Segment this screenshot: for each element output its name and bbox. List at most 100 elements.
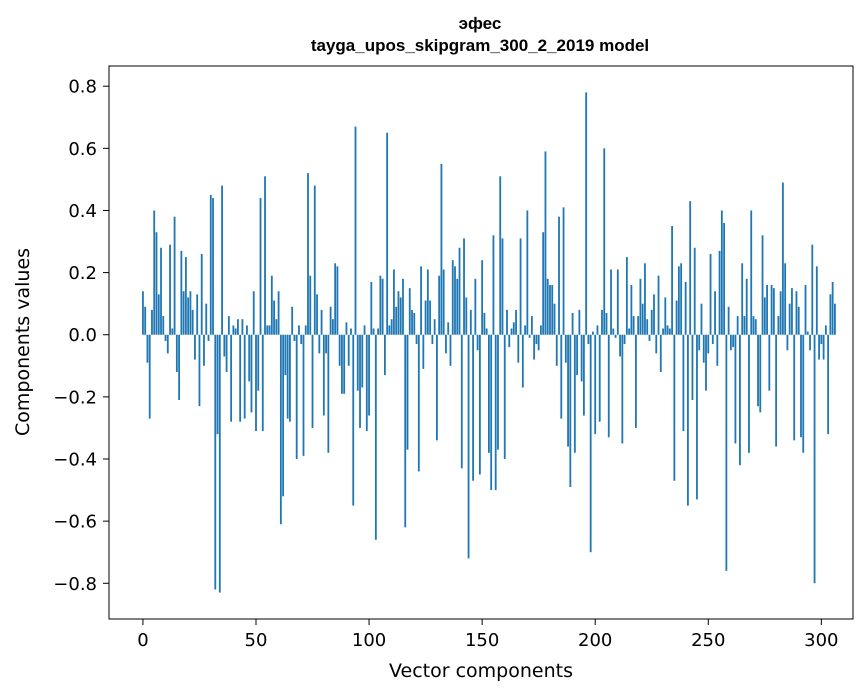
chart-title-line-1: эфес bbox=[459, 14, 502, 33]
y-tick-label: −0.2 bbox=[53, 387, 97, 408]
y-tick-label: −0.8 bbox=[53, 574, 97, 595]
bar-301 bbox=[822, 334, 825, 360]
bar-297 bbox=[813, 334, 816, 584]
bar-16 bbox=[178, 334, 181, 400]
bar-286 bbox=[788, 303, 791, 335]
bar-63 bbox=[284, 334, 287, 376]
bar-257 bbox=[723, 222, 726, 335]
bar-18 bbox=[182, 291, 185, 335]
bar-242 bbox=[689, 201, 692, 335]
bar-12 bbox=[169, 244, 171, 335]
bar-207 bbox=[610, 269, 612, 335]
bar-139 bbox=[456, 278, 459, 335]
bar-233 bbox=[668, 328, 671, 335]
bar-184 bbox=[558, 216, 560, 335]
bar-45 bbox=[243, 334, 246, 419]
y-tick-label: 0.8 bbox=[68, 77, 97, 98]
bar-69 bbox=[298, 325, 300, 335]
bar-67 bbox=[293, 334, 296, 341]
bar-47 bbox=[248, 334, 251, 382]
y-tick-label: 0.0 bbox=[68, 325, 97, 346]
bar-306 bbox=[834, 303, 836, 335]
bar-143 bbox=[465, 297, 468, 335]
bar-40 bbox=[232, 325, 235, 335]
bar-5 bbox=[153, 210, 156, 335]
bar-141 bbox=[460, 334, 463, 469]
bar-189 bbox=[569, 334, 572, 487]
bar-162 bbox=[508, 334, 511, 348]
bar-71 bbox=[302, 334, 305, 456]
y-axis-label: Components values bbox=[12, 248, 34, 436]
bar-203 bbox=[601, 309, 603, 335]
bar-213 bbox=[623, 334, 626, 345]
bar-68 bbox=[295, 334, 298, 459]
bar-11 bbox=[166, 334, 169, 354]
bar-101 bbox=[370, 281, 373, 335]
bar-262 bbox=[734, 334, 737, 444]
chart-title-line-2: tayga_upos_skipgram_300_2_2019 model bbox=[311, 36, 649, 55]
bar-74 bbox=[309, 275, 312, 335]
bar-35 bbox=[221, 185, 223, 335]
bar-32 bbox=[214, 334, 217, 590]
bar-60 bbox=[277, 291, 280, 335]
bar-250 bbox=[707, 334, 710, 354]
bar-145 bbox=[469, 309, 472, 335]
bar-174 bbox=[535, 334, 538, 345]
x-tick-label: 50 bbox=[245, 630, 268, 651]
bar-260 bbox=[729, 334, 732, 351]
bar-137 bbox=[451, 260, 454, 335]
bar-115 bbox=[402, 278, 404, 335]
bar-288 bbox=[793, 334, 796, 441]
bar-36 bbox=[223, 334, 226, 357]
bar-226 bbox=[653, 294, 655, 335]
bar-100 bbox=[368, 334, 370, 416]
bar-57 bbox=[270, 275, 273, 335]
bar-172 bbox=[530, 316, 533, 335]
bar-138 bbox=[454, 266, 456, 335]
bar-87 bbox=[338, 334, 341, 366]
bar-116 bbox=[404, 334, 407, 528]
x-tick-label: 200 bbox=[578, 630, 612, 651]
bar-49 bbox=[252, 291, 255, 335]
bar-220 bbox=[639, 278, 642, 335]
bar-202 bbox=[598, 334, 601, 422]
bar-173 bbox=[533, 334, 536, 360]
bar-175 bbox=[537, 334, 540, 351]
bar-177 bbox=[542, 232, 545, 335]
bar-221 bbox=[641, 303, 644, 335]
bar-157 bbox=[497, 334, 499, 450]
bar-144 bbox=[467, 334, 470, 559]
bar-106 bbox=[381, 278, 384, 335]
bar-41 bbox=[234, 328, 237, 335]
bar-211 bbox=[619, 334, 621, 357]
bar-181 bbox=[551, 285, 554, 335]
bar-196 bbox=[585, 92, 588, 335]
bar-163 bbox=[510, 328, 513, 335]
bar-56 bbox=[268, 325, 271, 335]
bar-39 bbox=[230, 334, 233, 422]
bar-276 bbox=[766, 285, 768, 335]
x-axis-ticks: 0 50 100 150 200 250 300 bbox=[137, 619, 839, 651]
bar-122 bbox=[417, 334, 420, 472]
bar-1 bbox=[144, 306, 147, 335]
bar-43 bbox=[239, 334, 242, 422]
bar-19 bbox=[184, 257, 187, 335]
bar-273 bbox=[759, 334, 762, 413]
bar-217 bbox=[632, 316, 635, 335]
bar-48 bbox=[250, 334, 253, 413]
bar-230 bbox=[662, 328, 664, 335]
bar-289 bbox=[795, 291, 798, 335]
bar-76 bbox=[313, 185, 316, 335]
bar-159 bbox=[501, 238, 504, 335]
bar-80 bbox=[322, 334, 325, 416]
bar-249 bbox=[705, 334, 707, 391]
bar-34 bbox=[218, 334, 221, 593]
bar-305 bbox=[831, 281, 834, 335]
bar-91 bbox=[347, 334, 350, 366]
bar-89 bbox=[343, 334, 346, 394]
y-tick-label: 0.4 bbox=[68, 201, 97, 222]
bar-197 bbox=[587, 334, 590, 345]
bar-117 bbox=[406, 334, 409, 450]
bar-126 bbox=[426, 269, 429, 335]
bar-209 bbox=[614, 334, 617, 338]
